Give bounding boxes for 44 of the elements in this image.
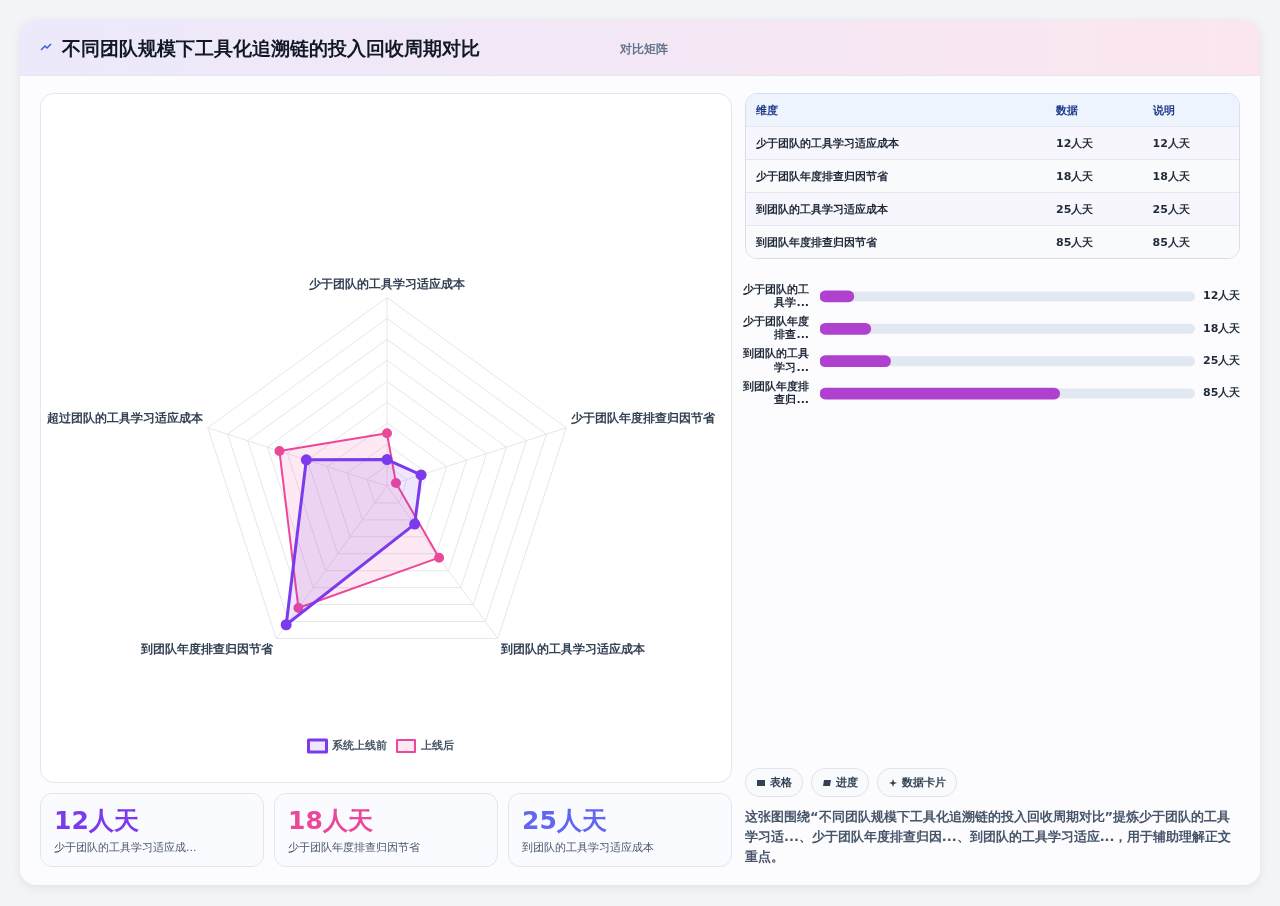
data-label: 85人天 [1203,386,1242,400]
spoke-label: 到团队的工具学习适应成本 [499,641,646,656]
spoke-label: 到团队年度排查归因节省 [140,641,275,656]
y-tick-label: 少于团队的工具学... [742,282,809,309]
chart-subtitle: 对比矩阵 [620,41,668,58]
category-label: 到团队的工具学习适应成本 [522,840,654,855]
text: 18人天 [1056,169,1094,183]
text: 12人天 [1056,136,1094,150]
text: 维度 [746,94,1046,126]
y-tick-label: 少于团队年度排查... [742,315,809,342]
data-label: 25人天 [1203,354,1242,368]
text: 这张图围绕“不同团队规模下工具化追溯链的投入回收周期对比”提炼少于团队的工具学习适...、少于团队年度排查归因...、到团队的工具学习适应...，用于辅助理解正文重点。 [745,808,1233,866]
text: 12人天 [1152,136,1190,150]
category-label: 少于团队的工具学习适应成本 [746,126,1046,159]
text: 进度 [836,775,858,790]
category-label: 少于团队年度排查归因节省 [746,159,1046,192]
data-label: 12人天 [1203,289,1242,303]
spoke-label: 少于团队的工具学习适应成本 [308,277,466,292]
y-tick-label: 到团队的工具学习... [742,347,809,374]
text: 25人天 [1056,202,1094,216]
spoke-label: 超过团队的工具学习适应成本 [46,411,204,426]
text: 数据卡片 [902,775,946,790]
text: 18人天 [288,806,373,835]
chart-title: 不同团队规模下工具化追溯链的投入回收周期对比 [62,36,480,61]
text: 数据 [1046,94,1143,126]
bar [820,355,891,368]
text: 12人天 [54,806,139,835]
data-label: 18人天 [1203,321,1242,335]
spoke-label: 少于团队年度排查归因节省 [570,411,716,426]
legend-label: 上线后 [419,739,454,752]
category-label: 到团队的工具学习适应成本 [746,192,1046,225]
category-label: 到团队年度排查归因节省 [746,225,1046,258]
text: 85人天 [1056,235,1094,249]
category-label: 少于团队的工具学习适应成... [54,840,197,855]
category-label: 少于团队年度排查归因节省 [288,840,420,855]
text: 25人天 [1152,202,1190,216]
legend-label: 系统上线前 [331,739,387,752]
text: 25人天 [522,806,607,835]
text: 说明 [1142,94,1239,126]
text: 85人天 [1152,235,1190,249]
bar [820,322,872,335]
text: 表格 [770,775,792,790]
y-tick-label: 到团队年度排查归... [742,379,809,407]
text: 18人天 [1152,169,1190,183]
